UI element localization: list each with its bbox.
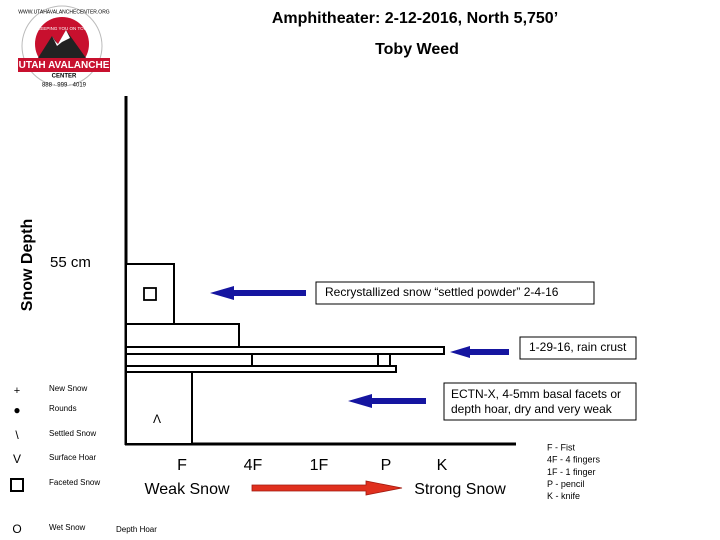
hardness-legend: F - Fist 4F - 4 fingers 1F - 1 finger P - p… [547, 442, 601, 501]
legend-faceted-symbol [10, 478, 24, 492]
logo-mountain [38, 30, 86, 58]
weak-label: Weak Snow [144, 481, 230, 498]
depth-label: 55 cm [50, 254, 91, 271]
hardness-label: 1F [310, 457, 329, 474]
logo-center: CENTER [52, 74, 77, 80]
hardness-legend-item: K - knife [547, 491, 580, 501]
layer [125, 353, 391, 367]
logo-snowcap [52, 30, 70, 46]
logo-banner [18, 58, 110, 72]
annotation: ECTN-X, 4-5mm basal facets or [451, 387, 621, 401]
hardness-label: K [437, 457, 448, 474]
logo-name: UTAH AVALANCHE [19, 60, 110, 71]
annotation: depth hoar, dry and very weak [451, 402, 613, 416]
arrow [450, 346, 509, 358]
grain-legend: + New Snow ● Rounds \ Settled Snow V Surface Ho… [12, 384, 157, 536]
grain-symbol: ● [13, 403, 20, 417]
grain-symbol: V [13, 452, 21, 466]
grain-symbol: \ [15, 428, 19, 442]
layers [125, 263, 445, 445]
title: Amphitheater: 2-12-2016, North 5,750’ [272, 10, 558, 27]
annotation-box [315, 281, 595, 305]
arrow [210, 286, 306, 300]
hardness-legend-item: F - Fist [547, 442, 575, 452]
grain-name: Settled Snow [49, 429, 96, 438]
grain-name: Depth Hoar [116, 525, 157, 534]
logo-phone: 888 · 999 · 4019 [42, 83, 87, 89]
hardness-legend-item: P - pencil [547, 479, 584, 489]
hardness-label: P [381, 457, 392, 474]
arrow [348, 394, 426, 408]
grain-symbol: O [12, 522, 21, 536]
grain-name: Faceted Snow [49, 478, 100, 487]
hardness-legend-item: 1F - 1 finger [547, 467, 596, 477]
hardness-legend-item: 4F - 4 fingers [547, 455, 601, 465]
grain-name: Wet Snow [49, 523, 86, 532]
annotation-box [443, 382, 637, 421]
faceted-symbol [143, 287, 157, 301]
strength-arrow [251, 480, 403, 496]
grain-name: Rounds [49, 404, 77, 413]
arrows [210, 286, 509, 408]
logo: WWW.UTAHAVALANCHECENTER.ORG KEEPING YOU … [18, 5, 110, 89]
grain-name: Surface Hoar [49, 453, 96, 462]
layer-symbol: Λ [153, 412, 161, 426]
layer [125, 346, 445, 355]
annotation-box [519, 336, 637, 360]
layer [125, 371, 193, 445]
layer [125, 323, 240, 348]
logo-url: WWW.UTAHAVALANCHECENTER.ORG [18, 9, 110, 15]
subtitle: Toby Weed [375, 41, 459, 58]
strong-label: Strong Snow [414, 481, 506, 498]
annotation: Recrystallized snow “settled powder” 2-4… [325, 285, 559, 299]
hardness-label: 4F [244, 457, 263, 474]
grain-symbol: + [14, 385, 20, 397]
y-axis-label: Snow Depth [19, 219, 36, 311]
hardness-label: F [177, 457, 187, 474]
annotation: 1-29-16, rain crust [529, 340, 627, 354]
logo-motto: KEEPING YOU ON TOP [37, 26, 86, 31]
layer [125, 365, 397, 373]
grain-name: New Snow [49, 384, 87, 393]
hardness-scale: F 4F 1F P K [177, 457, 448, 474]
